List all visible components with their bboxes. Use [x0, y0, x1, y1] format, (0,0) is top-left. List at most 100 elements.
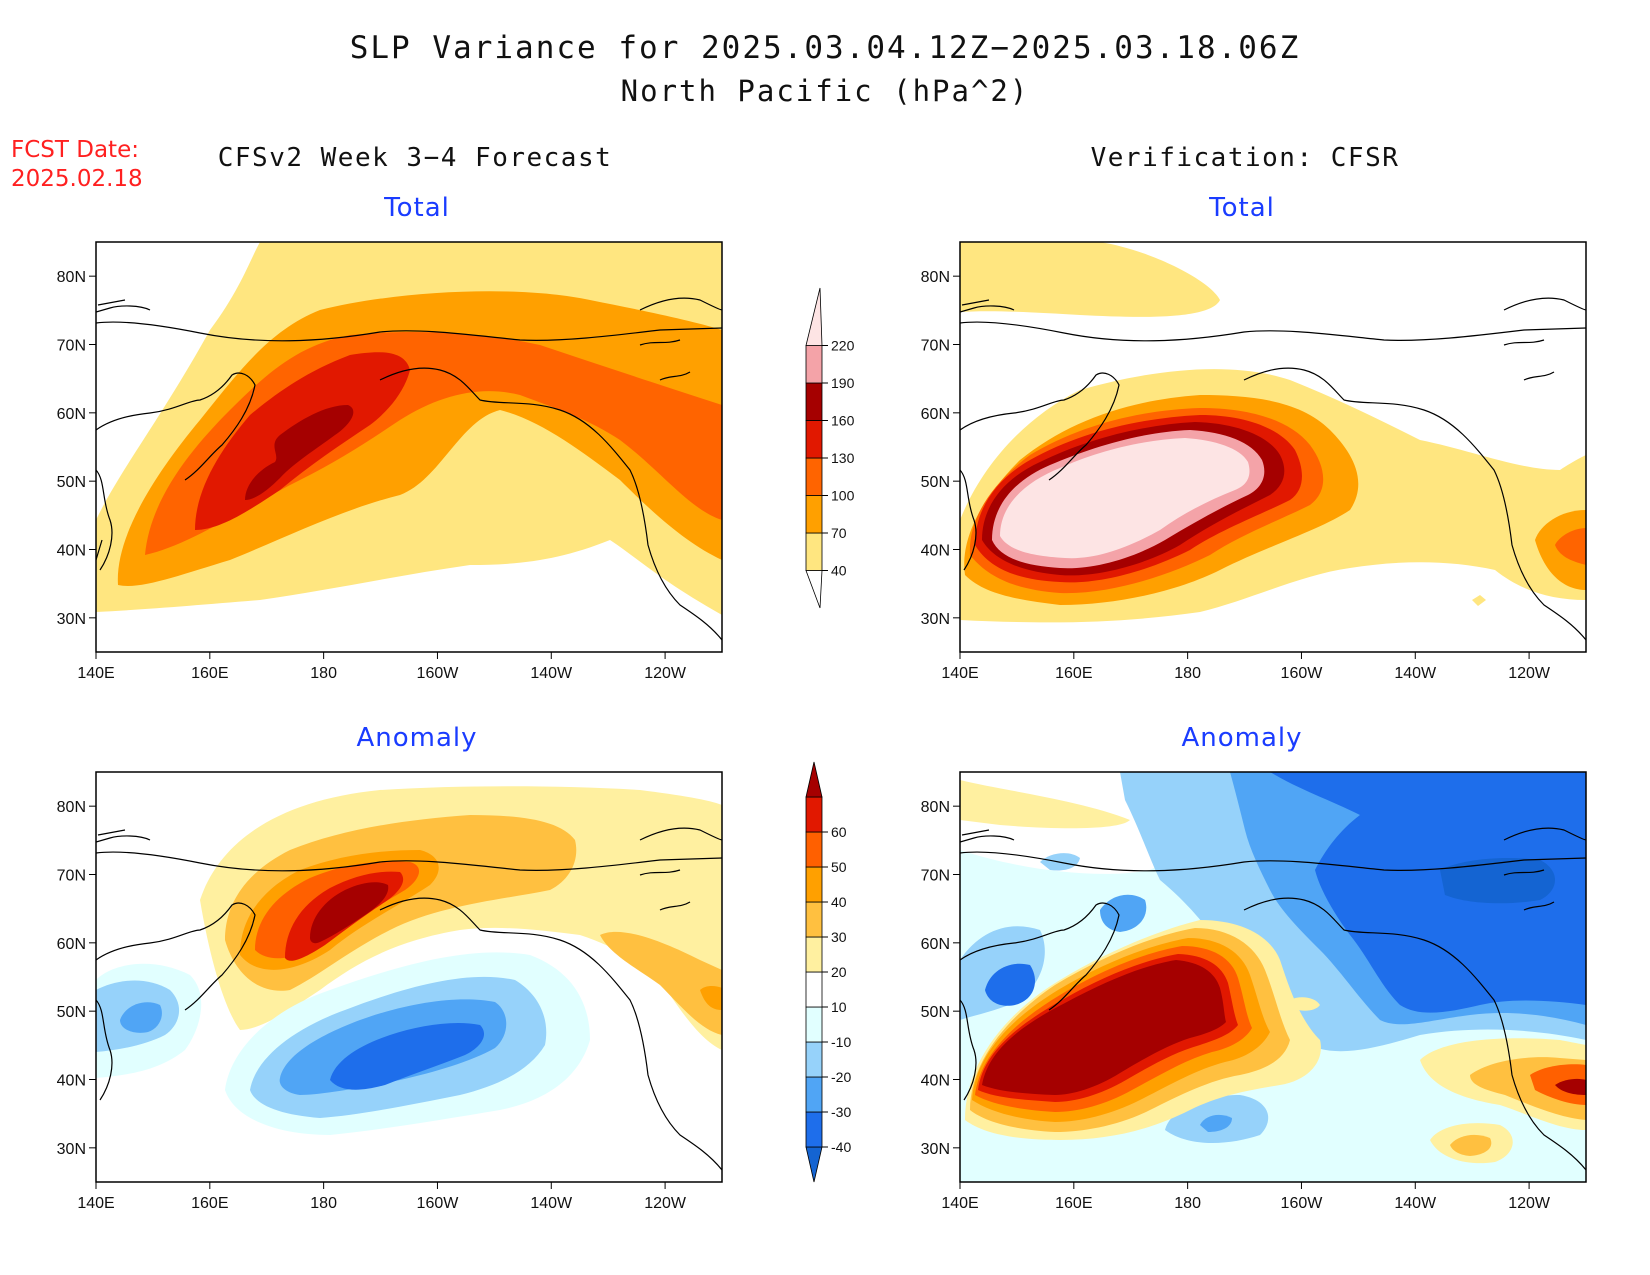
- total-colorbar-label: 70: [831, 525, 847, 541]
- lat-label: 70N: [921, 868, 950, 885]
- lat-label: 40N: [921, 543, 950, 560]
- anomaly-colorbar-swatch: [805, 901, 823, 938]
- lat-label: 40N: [57, 1073, 86, 1090]
- forecast-anomaly-coastlines: [96, 827, 722, 1171]
- lat-label: 60N: [921, 936, 950, 953]
- anomaly-colorbar-swatch: [805, 1111, 823, 1148]
- lat-label: 60N: [921, 406, 950, 423]
- lon-label: 140W: [530, 1195, 573, 1212]
- total-colorbar-label: 100: [831, 488, 855, 504]
- main-subtitle: North Pacific (hPa^2): [620, 74, 1030, 108]
- lat-label: 40N: [57, 543, 86, 560]
- panel-verification-anomaly: [959, 771, 1587, 1183]
- contour-m30: [120, 1002, 162, 1033]
- forecast-total-coastlines: [96, 297, 722, 641]
- verification-total-label: Total: [1209, 193, 1275, 223]
- contour-100b: [1555, 528, 1586, 565]
- anomaly-colorbar-swatch: [805, 1076, 823, 1113]
- right-column-header: Verification: CFSR: [1090, 143, 1400, 173]
- lon-label: 160E: [1055, 665, 1092, 682]
- anomaly-colorbar-swatch: [805, 866, 823, 903]
- lon-label: 180: [310, 665, 337, 682]
- total-colorbar-swatch: [805, 457, 823, 496]
- anomaly-colorbar-swatch: [805, 761, 823, 798]
- lon-label: 180: [310, 1195, 337, 1212]
- panel-verification-total: [959, 241, 1587, 653]
- panel-forecast-anomaly: [95, 771, 723, 1183]
- contour-60b: [1555, 1078, 1586, 1095]
- anomaly-colorbar-label: 10: [831, 999, 847, 1015]
- anomaly-colorbar-swatch: [805, 1146, 823, 1183]
- contour-60: [982, 960, 1226, 1095]
- total-colorbar-swatch: [805, 287, 823, 346]
- forecast-anomaly-contours: [96, 772, 722, 1182]
- contour-60: [310, 882, 389, 944]
- lon-label: 160W: [417, 665, 460, 682]
- total-colorbar-swatch: [805, 570, 823, 609]
- lon-label: 120W: [644, 1195, 687, 1212]
- main-title: SLP Variance for 2025.03.04.12Z−2025.03.…: [349, 30, 1301, 66]
- contour-10: [960, 780, 1130, 829]
- contour-160: [245, 405, 354, 500]
- total-colorbar-swatch: [805, 532, 823, 571]
- lon-label: 140W: [1394, 665, 1437, 682]
- lon-label: 140E: [941, 1195, 978, 1212]
- lat-label: 30N: [921, 1141, 950, 1158]
- left-column-header: CFSv2 Week 3−4 Forecast: [217, 143, 613, 173]
- contour-20b: [600, 931, 722, 1035]
- verification-anomaly-label: Anomaly: [1181, 723, 1303, 753]
- lat-label: 50N: [57, 474, 86, 491]
- contour-m40: [1270, 772, 1586, 1013]
- total-colorbar-swatch: [805, 420, 823, 459]
- lat-label: 80N: [57, 269, 86, 286]
- lat-label: 70N: [57, 338, 86, 355]
- verification-total-coastlines: [960, 297, 1586, 641]
- forecast-total-frame: [95, 241, 723, 653]
- contour-m40b: [985, 963, 1035, 1006]
- contour-20c: [1450, 1134, 1492, 1156]
- forecast-total-contours: [96, 242, 722, 652]
- lat-label: 50N: [57, 1004, 86, 1021]
- verification-anomaly-coastlines: [960, 827, 1586, 1171]
- anomaly-colorbar-label: -10: [831, 1034, 851, 1050]
- verification-total-contours: [960, 242, 1586, 652]
- forecast-date-block: FCST Date: 2025.02.18: [11, 136, 143, 194]
- lon-label: 140E: [77, 1195, 114, 1212]
- forecast-total-label: Total: [384, 193, 450, 223]
- total-colorbar-swatch: [805, 345, 823, 384]
- lon-label: 120W: [1508, 665, 1551, 682]
- forecast-date-label: FCST Date:: [11, 137, 139, 163]
- lon-label: 140E: [941, 665, 978, 682]
- lon-label: 160E: [1055, 1195, 1092, 1212]
- total-colorbar-label: 220: [831, 338, 855, 354]
- lat-label: 70N: [921, 338, 950, 355]
- total-colorbar: 40 70 100 130 160 190 220: [805, 287, 855, 609]
- lat-label: 30N: [921, 611, 950, 628]
- contour-m30b: [1100, 894, 1147, 932]
- anomaly-colorbar-swatch: [805, 1006, 823, 1043]
- anomaly-colorbar-swatch: [805, 936, 823, 973]
- lon-label: 160W: [1281, 1195, 1324, 1212]
- lon-label: 180: [1174, 665, 1201, 682]
- lat-label: 80N: [921, 269, 950, 286]
- lon-label: 140E: [77, 665, 114, 682]
- anomaly-colorbar-label: 20: [831, 964, 847, 980]
- forecast-date-value: 2025.02.18: [11, 166, 143, 192]
- anomaly-colorbar-label: 60: [831, 824, 847, 840]
- verification-anomaly-frame: [959, 771, 1587, 1183]
- lon-label: 160E: [191, 1195, 228, 1212]
- anomaly-colorbar-label: 30: [831, 929, 847, 945]
- anomaly-colorbar-label: -20: [831, 1069, 851, 1085]
- total-colorbar-label: 190: [831, 375, 855, 391]
- lat-label: 50N: [921, 474, 950, 491]
- forecast-anomaly-label: Anomaly: [356, 723, 478, 753]
- contour-40c: [1472, 595, 1486, 606]
- lat-label: 80N: [921, 799, 950, 816]
- anomaly-colorbar-swatch: [805, 971, 823, 1008]
- lat-label: 60N: [57, 406, 86, 423]
- total-colorbar-swatch: [805, 495, 823, 534]
- panel-forecast-total: [95, 241, 723, 653]
- axes-layer: 80N 70N 60N 50N 40N 30N 140E 160E 180 160W 140W 120…: [57, 269, 1551, 1212]
- lon-label: 160W: [417, 1195, 460, 1212]
